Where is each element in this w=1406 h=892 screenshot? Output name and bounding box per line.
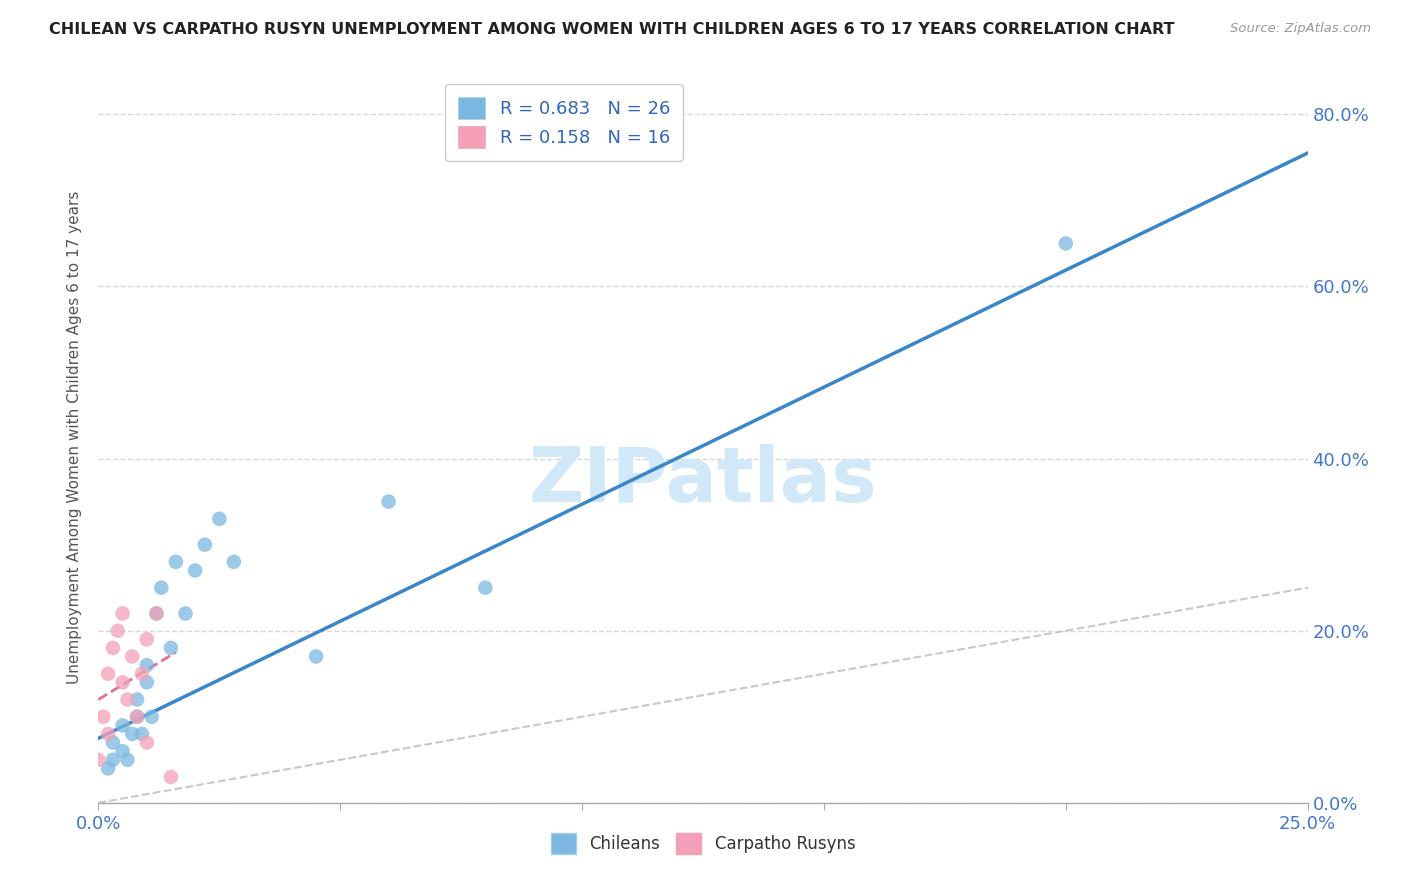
- Point: [208, 512, 231, 526]
- Point: [111, 675, 134, 690]
- Point: [377, 494, 399, 508]
- Text: CHILEAN VS CARPATHO RUSYN UNEMPLOYMENT AMONG WOMEN WITH CHILDREN AGES 6 TO 17 YE: CHILEAN VS CARPATHO RUSYN UNEMPLOYMENT A…: [49, 22, 1174, 37]
- Point: [165, 555, 187, 569]
- Legend: Chileans, Carpatho Rusyns: Chileans, Carpatho Rusyns: [544, 827, 862, 860]
- Point: [117, 753, 139, 767]
- Point: [121, 649, 143, 664]
- Y-axis label: Unemployment Among Women with Children Ages 6 to 17 years: Unemployment Among Women with Children A…: [67, 190, 83, 684]
- Text: ZIPatlas: ZIPatlas: [529, 444, 877, 518]
- Point: [141, 710, 163, 724]
- Point: [87, 753, 110, 767]
- Point: [101, 753, 124, 767]
- Point: [131, 727, 153, 741]
- Point: [135, 632, 157, 647]
- Point: [97, 727, 120, 741]
- Point: [111, 718, 134, 732]
- Point: [184, 564, 207, 578]
- Point: [145, 607, 167, 621]
- Point: [91, 710, 114, 724]
- Point: [305, 649, 328, 664]
- Point: [474, 581, 496, 595]
- Point: [160, 770, 183, 784]
- Point: [135, 735, 157, 749]
- Point: [135, 658, 157, 673]
- Point: [111, 607, 134, 621]
- Point: [127, 710, 149, 724]
- Point: [135, 675, 157, 690]
- Point: [97, 666, 120, 681]
- Point: [107, 624, 129, 638]
- Point: [150, 581, 173, 595]
- Point: [101, 640, 124, 655]
- Point: [174, 607, 197, 621]
- Point: [127, 710, 149, 724]
- Point: [97, 761, 120, 775]
- Point: [194, 538, 217, 552]
- Text: Source: ZipAtlas.com: Source: ZipAtlas.com: [1230, 22, 1371, 36]
- Point: [127, 692, 149, 706]
- Point: [145, 607, 167, 621]
- Point: [121, 727, 143, 741]
- Point: [131, 666, 153, 681]
- Point: [222, 555, 245, 569]
- Point: [117, 692, 139, 706]
- Point: [1054, 236, 1077, 251]
- Point: [101, 735, 124, 749]
- Point: [160, 640, 183, 655]
- Point: [111, 744, 134, 758]
